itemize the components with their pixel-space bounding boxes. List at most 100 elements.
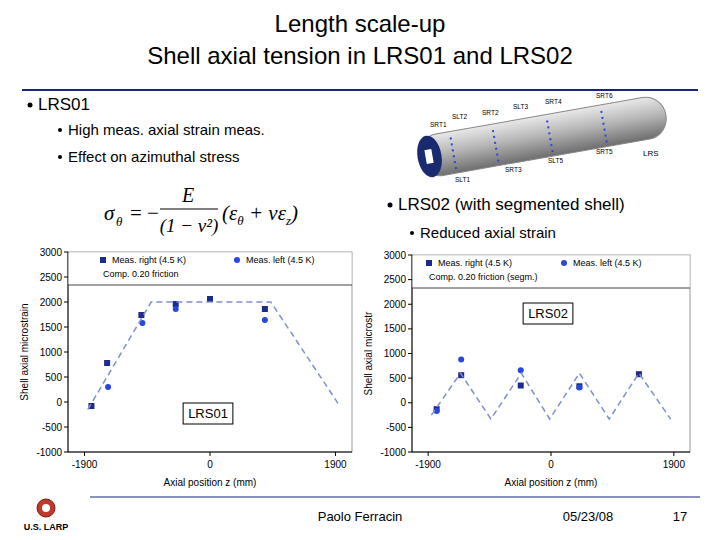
y-axis-title: Shell axial microstr <box>363 311 374 396</box>
computed-line <box>88 302 339 410</box>
point-circle <box>518 367 524 373</box>
computed-line <box>431 373 670 419</box>
point-square <box>262 306 268 312</box>
cylinder-tag: LRS <box>643 149 659 158</box>
y-tick <box>408 402 412 403</box>
legend-rule <box>412 288 690 289</box>
sub-bullet: Reduced axial strain <box>420 224 556 241</box>
slide: Length scale-up Shell axial tension in LR… <box>0 0 720 540</box>
x-tick <box>335 452 336 456</box>
legend-label: Meas. left (4.5 K) <box>573 258 642 268</box>
legend-swatch <box>234 257 240 263</box>
formula-lhs: σ <box>104 201 116 225</box>
y-tick <box>64 302 68 303</box>
gauge-label: SRT6 <box>596 92 613 99</box>
footer-author: Paolo Ferracin <box>318 509 403 524</box>
y-tick-label: 1000 <box>40 347 63 358</box>
x-tick <box>551 452 552 456</box>
bullet-dot <box>28 103 33 108</box>
point-square <box>138 312 144 318</box>
y-tick-label: -1000 <box>380 447 406 458</box>
sub-bullet: Effect on azimuthal stress <box>68 148 239 165</box>
point-circle <box>458 356 464 362</box>
x-tick-label: 0 <box>207 459 213 470</box>
gauge-label: SLT2 <box>452 113 467 120</box>
formula-part: + νε <box>244 201 287 225</box>
formula-sign: = − <box>130 201 159 225</box>
slide-title: Length scale-up <box>275 10 446 37</box>
y-tick <box>64 427 68 428</box>
x-tick-label: -1900 <box>72 459 98 470</box>
y-tick-label: 2500 <box>384 274 407 285</box>
point-square <box>207 296 213 302</box>
chart: -1000-500050010001500200025003000-190001… <box>363 250 690 489</box>
x-tick-label: 0 <box>548 459 554 470</box>
x-axis-title: Axial position z (mm) <box>505 477 598 488</box>
y-tick <box>64 377 68 378</box>
x-tick-label: 1900 <box>324 459 347 470</box>
legend-rule <box>68 285 352 286</box>
y-tick-label: 3000 <box>384 250 407 261</box>
y-tick <box>408 427 412 428</box>
y-tick <box>408 279 412 280</box>
logo-core <box>42 504 50 512</box>
formula-sub: θ <box>116 214 123 229</box>
sub-bullet-dot <box>410 231 414 235</box>
x-tick-label: 1900 <box>663 459 686 470</box>
y-tick <box>64 252 68 253</box>
gauge-label: SLT1 <box>455 176 470 183</box>
legend-swatch <box>561 260 567 266</box>
x-axis-title: Axial position z (mm) <box>164 477 257 488</box>
logo-mark <box>37 499 55 517</box>
plot-data <box>431 356 670 419</box>
legend-label: Meas. right (4.5 K) <box>112 255 186 265</box>
footer-date: 05/23/08 <box>563 509 614 524</box>
y-tick-label: -500 <box>386 422 406 433</box>
slide-canvas: Length scale-up Shell axial tension in LR… <box>0 0 720 540</box>
legend-label: Comp. 0.20 friction <box>103 269 179 279</box>
gauge-row <box>493 130 499 162</box>
chart-label-box <box>523 303 573 324</box>
x-tick <box>210 452 211 456</box>
point-circle <box>262 317 268 323</box>
legend-label: Meas. left (4.5 K) <box>246 255 315 265</box>
formula-den: (1 − ν²) <box>160 215 219 237</box>
y-tick-label: 2000 <box>384 299 407 310</box>
y-tick-label: 1000 <box>384 348 407 359</box>
legend-swatch <box>100 257 106 263</box>
point-circle <box>173 306 179 312</box>
gauge-label: SRT3 <box>505 166 522 173</box>
gauge-label: SRT4 <box>545 98 562 105</box>
gauge-row <box>451 138 457 170</box>
y-tick <box>64 327 68 328</box>
x-tick-label: -1900 <box>415 459 441 470</box>
gauge-label: SRT2 <box>482 109 499 116</box>
x-tick <box>673 452 674 456</box>
logo-text: U.S. LARP <box>24 522 69 532</box>
shell-cylinder <box>416 94 669 179</box>
formula-part: ) <box>290 201 298 225</box>
formula-num: E <box>181 184 194 206</box>
point-circle <box>576 384 582 390</box>
point-circle <box>105 384 111 390</box>
chart: -1000-500050010001500200025003000-190001… <box>19 247 352 489</box>
y-tick-label: 1500 <box>40 322 63 333</box>
formula-rhs: (εθ + νεz) <box>222 201 298 228</box>
y-tick-label: 0 <box>56 397 62 408</box>
gauge-label: SRT1 <box>430 121 447 128</box>
bullet: LRS02 (with segmented shell) <box>398 195 625 214</box>
y-tick <box>408 452 412 453</box>
y-tick-label: 0 <box>400 397 406 408</box>
legend-label: Comp. 0.20 friction (segm.) <box>429 272 538 282</box>
y-tick-label: -500 <box>42 422 62 433</box>
gauge-label: SRT5 <box>596 148 613 155</box>
shell-end-core <box>424 149 433 164</box>
gauge-row <box>601 111 607 143</box>
gauge-label: SLT5 <box>548 157 563 164</box>
slide-title: Shell axial tension in LRS01 and LRS02 <box>147 42 573 69</box>
plot-frame <box>412 255 690 452</box>
y-tick-label: 3000 <box>40 247 63 258</box>
chart-label-box <box>183 403 233 424</box>
legend: Meas. right (4.5 K)Meas. left (4.5 K)Com… <box>412 256 690 289</box>
y-tick-label: -1000 <box>36 447 62 458</box>
